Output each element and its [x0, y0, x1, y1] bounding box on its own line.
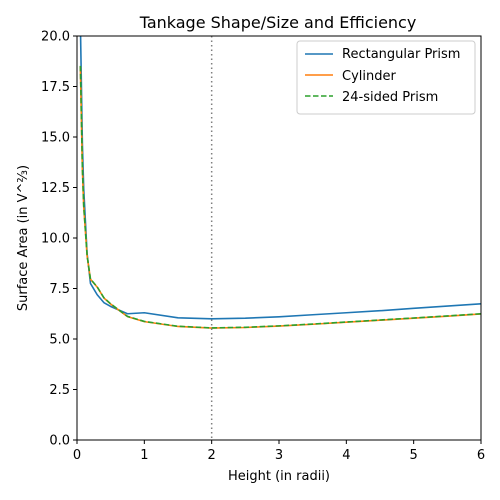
x-tick-label: 0 — [73, 448, 81, 463]
y-tick-label: 2.5 — [49, 383, 70, 398]
legend-label-24-sided-prism: 24-sided Prism — [342, 90, 438, 105]
y-tick-label: 10.0 — [41, 232, 70, 247]
x-tick-label: 6 — [477, 448, 485, 463]
series-layer — [79, 36, 481, 329]
x-axis-label: Height (in radii) — [228, 469, 330, 484]
x-tick-label: 5 — [410, 448, 418, 463]
legend-box — [296, 40, 476, 115]
legend-label-rectangular-prism: Rectangular Prism — [342, 47, 460, 62]
y-tick-label: 0.0 — [49, 434, 70, 449]
x-tick-label: 3 — [275, 448, 283, 463]
y-tick-label: 17.5 — [41, 80, 70, 95]
x-tick-label: 2 — [208, 448, 216, 463]
chart-title: Tankage Shape/Size and Efficiency — [139, 13, 417, 32]
series-line-24-sided-prism — [79, 65, 481, 329]
y-tick-label: 15.0 — [41, 131, 70, 146]
y-tick-label: 12.5 — [41, 181, 70, 196]
x-tick-label: 1 — [140, 448, 148, 463]
x-axis: 0 1 2 3 4 5 6 — [73, 440, 485, 463]
legend: Rectangular Prism Cylinder 24-sided Pris… — [296, 40, 476, 115]
x-tick-label: 4 — [342, 448, 350, 463]
y-axis: 0.0 2.5 5.0 7.5 10.0 12.5 15.0 17.5 20.0 — [41, 30, 77, 449]
y-tick-label: 20.0 — [41, 30, 70, 45]
y-tick-label: 5.0 — [49, 333, 70, 348]
legend-label-cylinder: Cylinder — [342, 69, 396, 84]
y-axis-label: Surface Area (in V^⅔) — [16, 165, 31, 311]
y-tick-label: 7.5 — [49, 282, 70, 297]
